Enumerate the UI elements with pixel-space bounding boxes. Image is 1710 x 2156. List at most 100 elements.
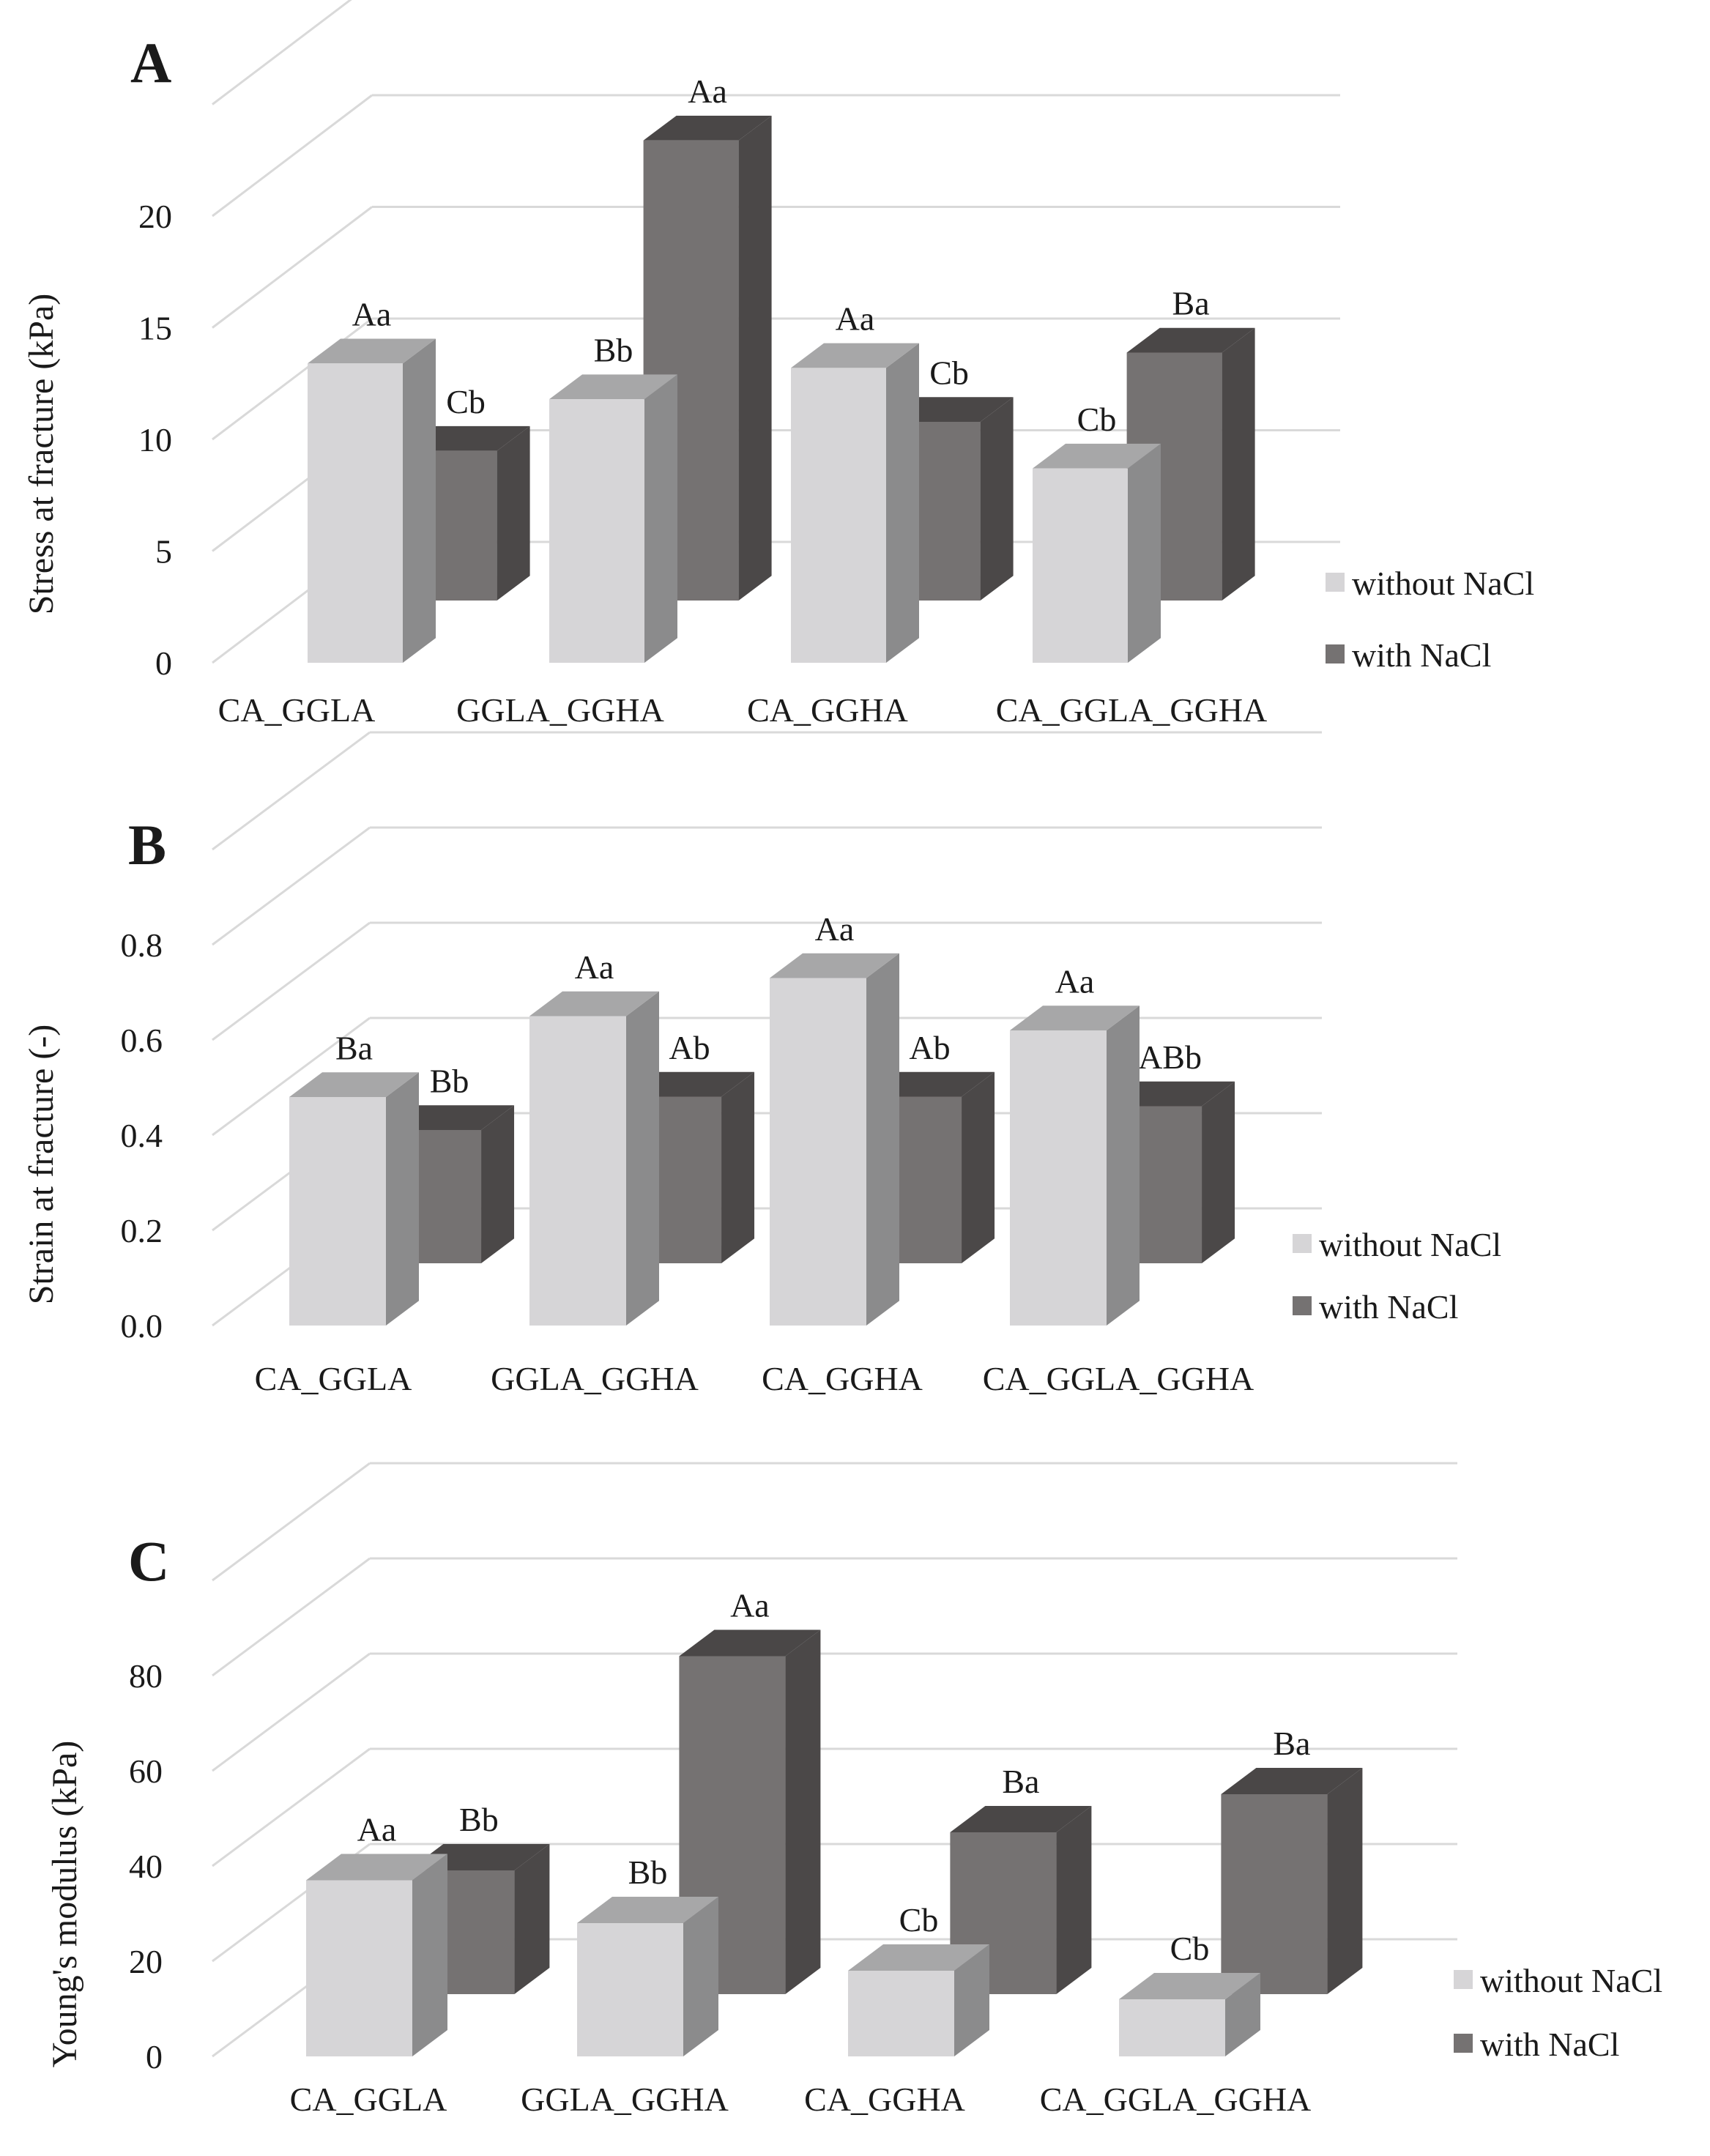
x-category-label: CA_GGLA_GGHA (983, 1360, 1254, 1397)
bar-without-nacl-ca-ggha (848, 1944, 989, 2056)
bar-front-face (308, 363, 403, 663)
legend-swatch-with-nacl (1293, 1296, 1312, 1315)
bar-with-nacl-ggla-ggha (643, 115, 772, 601)
y-tick-label: 20 (138, 198, 172, 235)
bar-side-face (626, 991, 659, 1326)
bar-significance-label: Cb (929, 354, 969, 391)
bar-significance-label: Ab (909, 1029, 950, 1066)
y-tick-label: 20 (129, 1943, 163, 1980)
gridline-diagonal (212, 921, 371, 1041)
x-category-label: CA_GGLA (218, 691, 376, 729)
bar-significance-label: Ba (1002, 1763, 1039, 1800)
gridline-diagonal (212, 731, 371, 851)
y-tick-label: 0 (155, 644, 172, 682)
x-category-label: GGLA_GGHA (491, 1360, 699, 1397)
bar-top-face (1119, 1973, 1260, 1999)
bar-significance-label: Bb (459, 1801, 499, 1838)
bar-side-face (1128, 443, 1161, 663)
panel-c: C 0 20 40 60 80 Young's modulus (kPa) Bb Aa Ba Ba A… (45, 1462, 1662, 2118)
y-axis-label: Young's modulus (kPa) (45, 1741, 84, 2068)
bar-top-face (289, 1072, 419, 1097)
bar-side-face (866, 953, 899, 1326)
x-category-label: CA_GGHA (762, 1360, 923, 1397)
y-tick-label: 0.0 (121, 1307, 163, 1345)
bar-significance-label: Bb (628, 1854, 668, 1891)
legend: without NaCl with NaCl (1326, 565, 1534, 674)
bar-top-face (1010, 1005, 1140, 1030)
bar-side-face (386, 1072, 419, 1326)
bar-top-face (1221, 1768, 1363, 1794)
bar-without-nacl-ggla-ggha (549, 374, 677, 663)
bar-front-face (577, 1923, 683, 2056)
bar-without-nacl-ca-ggla-ggha (1033, 443, 1161, 663)
bar-front-face (1221, 1794, 1328, 1994)
bar-side-face (721, 1071, 755, 1263)
bar-top-face (679, 1629, 821, 1657)
y-axis-label: Stress at fracture (kPa) (22, 294, 61, 615)
bar-side-face (1056, 1806, 1092, 1994)
gridline-diagonal (212, 826, 371, 946)
bar-side-face (1327, 1768, 1363, 1994)
bar-without-nacl-ca-ggla-ggha (1010, 1005, 1140, 1326)
bar-significance-label: Ab (669, 1029, 710, 1066)
bar-without-nacl-ggla-ggha (577, 1897, 718, 2056)
bar-significance-label: ABb (1138, 1038, 1202, 1076)
legend-label-with-nacl: with NaCl (1480, 2026, 1619, 2063)
legend-swatch-with-nacl (1326, 644, 1345, 663)
bar-significance-label: Aa (357, 1811, 397, 1848)
gridline-diagonal (212, 1652, 371, 1772)
y-tick-label: 0.4 (121, 1117, 163, 1154)
bar-top-face (549, 374, 677, 400)
bar-front-face (1010, 1030, 1107, 1326)
bar-without-nacl-ca-ggla (308, 338, 436, 663)
bar-side-face (886, 343, 919, 663)
bar-top-face (308, 338, 436, 364)
gridline-diagonal (212, 1557, 371, 1677)
bar-side-face (514, 1844, 550, 1994)
panel-b: B 0.0 0.2 0.4 0.6 0.8 Strain at fracture (-) Bb… (22, 731, 1501, 1397)
bar-without-nacl-ca-ggha (770, 953, 899, 1326)
bar-top-face (791, 343, 919, 368)
bar-side-face (980, 397, 1014, 601)
y-axis-label: Strain at fracture (-) (22, 1025, 61, 1304)
bar-significance-label: Bb (594, 331, 633, 368)
x-category-label: GGLA_GGHA (521, 2081, 729, 2118)
legend-label-without-nacl: without NaCl (1352, 565, 1534, 602)
bar-side-face (954, 1944, 989, 2056)
bar-front-face (549, 399, 644, 663)
x-category-label: CA_GGLA (255, 1360, 412, 1397)
bar-side-face (481, 1105, 515, 1263)
bar-without-nacl-ggla-ggha (529, 991, 659, 1326)
bar-front-face (1119, 1999, 1225, 2056)
bar-significance-label: Ba (1273, 1725, 1310, 1762)
bar-front-face (529, 1016, 626, 1326)
bar-with-nacl-ggla-ggha (679, 1629, 821, 1994)
panel-a: A 0 5 10 15 20 Stress at fracture (kPa) Cb Aa Cb B… (22, 0, 1534, 729)
panel-letter-a: A (130, 31, 171, 94)
y-tick-label: 10 (138, 421, 172, 458)
bar-front-face (848, 1971, 954, 2056)
bar-significance-label: Aa (575, 948, 614, 986)
bar-significance-label: Aa (688, 73, 727, 110)
legend-swatch-with-nacl (1454, 2034, 1473, 2053)
bar-with-nacl-ca-ggla-ggha (1221, 1768, 1363, 1994)
bar-side-face (644, 374, 677, 663)
bar-top-face (306, 1854, 447, 1881)
bar-front-face (306, 1880, 412, 2056)
y-tick-label: 5 (155, 533, 172, 570)
bar-significance-label: Cb (1170, 1930, 1210, 1967)
y-tick-label: 15 (138, 310, 172, 347)
bar-side-face (785, 1629, 821, 1994)
legend: without NaCl with NaCl (1454, 1962, 1662, 2063)
x-category-label: CA_GGLA_GGHA (996, 691, 1268, 729)
x-category-label: CA_GGLA_GGHA (1040, 2081, 1312, 2118)
bar-significance-label: Ba (1172, 285, 1210, 322)
bar-front-face (289, 1097, 386, 1326)
bar-significance-label: Cb (446, 383, 486, 420)
bar-without-nacl-ca-ggla (306, 1854, 447, 2056)
bar-side-face (1107, 1005, 1140, 1326)
bar-significance-label: Aa (352, 296, 392, 333)
legend-swatch-without-nacl (1326, 573, 1345, 592)
bar-top-face (577, 1897, 718, 1923)
